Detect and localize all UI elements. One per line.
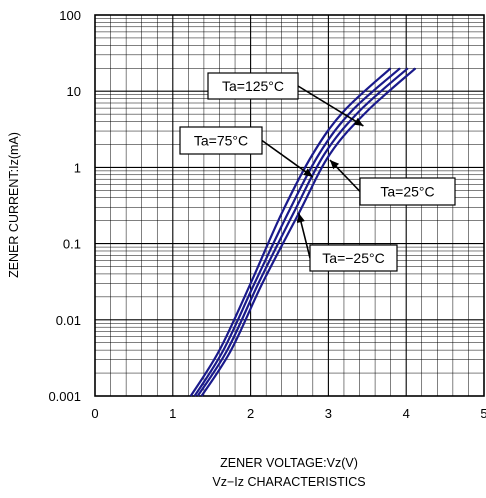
x-tick-label: 4 bbox=[403, 406, 410, 421]
x-tick-label: 2 bbox=[247, 406, 254, 421]
y-tick-label: 1 bbox=[74, 160, 81, 175]
annotation-label-2: Ta=25°C bbox=[380, 184, 434, 200]
annotation-arrowhead-3 bbox=[297, 213, 305, 223]
x-tick-label: 1 bbox=[169, 406, 176, 421]
annotation-label-0: Ta=125°C bbox=[222, 78, 284, 94]
annotation-arrowhead-0 bbox=[353, 117, 364, 126]
y-tick-labels: 0.001 0.01 0.1 1 10 100 bbox=[48, 8, 81, 404]
series-line-2 bbox=[196, 67, 409, 397]
annotation-arrowhead-2 bbox=[329, 160, 340, 170]
annotation-box-2 bbox=[359, 177, 456, 206]
plot-frame bbox=[94, 14, 485, 397]
y-tick-label: 100 bbox=[59, 8, 81, 23]
annotation-leader-0 bbox=[297, 85, 364, 127]
series-line-0 bbox=[189, 67, 392, 397]
x-tick-labels: 0 1 2 3 4 5 bbox=[91, 406, 486, 421]
series-line-1 bbox=[193, 67, 401, 397]
y-tick-label: 10 bbox=[67, 84, 81, 99]
x-tick-label: 3 bbox=[325, 406, 332, 421]
annotation-leader-1 bbox=[261, 139, 314, 178]
x-tick-label: 5 bbox=[480, 406, 486, 421]
annotation-box-0 bbox=[207, 72, 299, 100]
y-tick-label: 0.001 bbox=[48, 389, 81, 404]
annotation-box-3 bbox=[309, 244, 398, 272]
chart-title: Vz−Iz CHARACTERISTICS bbox=[212, 475, 365, 489]
y-tick-label: 0.1 bbox=[63, 237, 81, 252]
y-axis-title: ZENER CURRENT:Iz(mA) bbox=[7, 132, 21, 278]
annotation-box-1 bbox=[179, 126, 263, 155]
annotation-label-1: Ta=75°C bbox=[194, 133, 248, 149]
x-axis-title: ZENER VOLTAGE:Vz(V) bbox=[220, 456, 358, 470]
x-tick-label: 0 bbox=[91, 406, 98, 421]
annotation-arrowhead-1 bbox=[303, 168, 313, 177]
annotations: Ta=125°C Ta=75°C Ta=25°C Ta=−25°C bbox=[179, 72, 456, 272]
annotation-label-3: Ta=−25°C bbox=[322, 250, 384, 266]
y-tick-label: 0.01 bbox=[56, 313, 81, 328]
curves bbox=[189, 67, 417, 397]
